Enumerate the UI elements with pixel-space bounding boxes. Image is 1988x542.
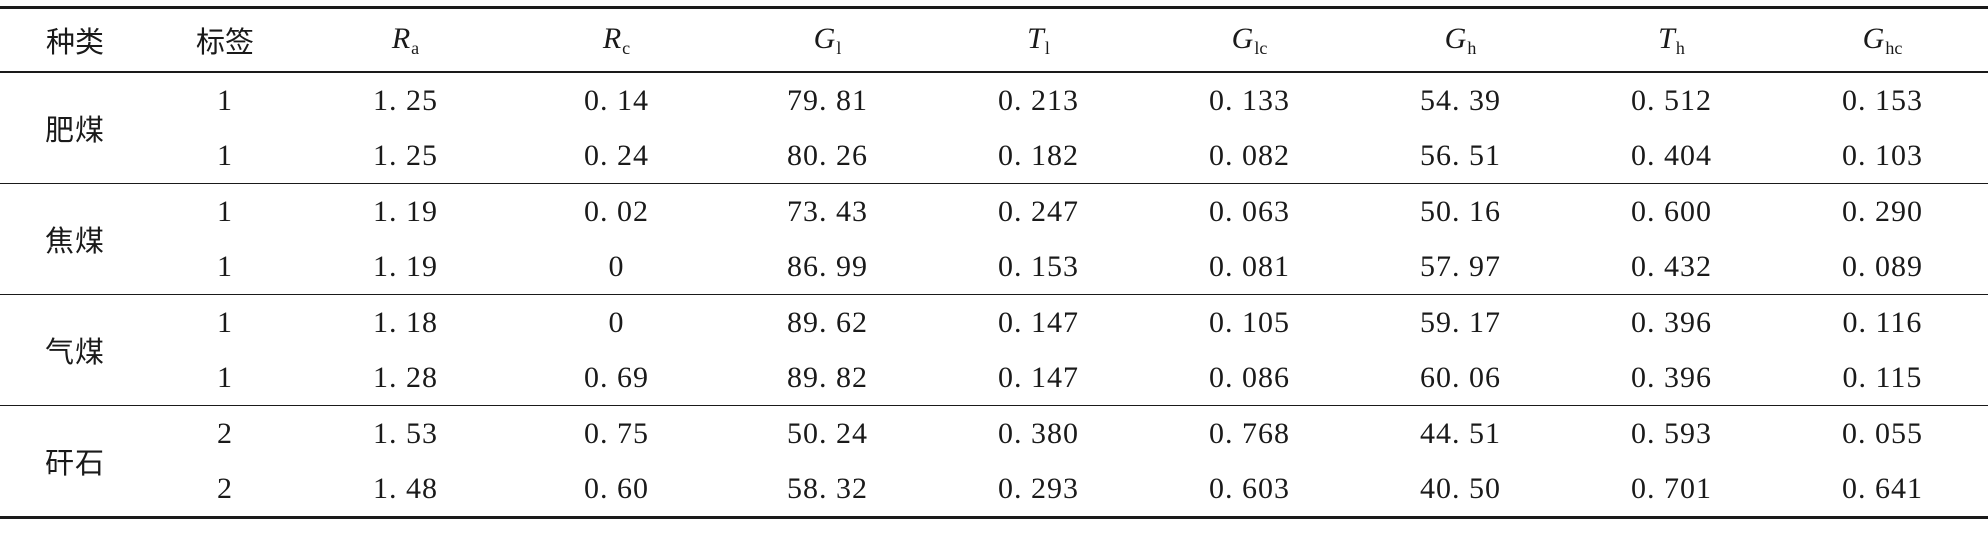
value-cell: 54. 39 <box>1420 83 1501 117</box>
value-cell: 89. 62 <box>787 305 868 339</box>
value-cell: 0. 133 <box>1209 83 1290 117</box>
kind-cell: 焦煤 <box>0 183 150 295</box>
value-cell: 56. 51 <box>1355 128 1566 184</box>
label-cell: 1 <box>150 350 300 406</box>
value-cell: 0. 380 <box>998 416 1079 450</box>
value-cell: 0. 153 <box>933 239 1144 295</box>
value-cell: 0. 641 <box>1777 461 1988 519</box>
value-cell: 0. 02 <box>584 194 649 228</box>
label-cell: 1 <box>150 128 300 184</box>
header-gl: Gl <box>722 6 933 73</box>
value-cell: 0. 116 <box>1842 305 1923 339</box>
value-cell: 0. 055 <box>1842 416 1923 450</box>
header-rc: Rc <box>511 6 722 73</box>
header-label: 标签 <box>150 6 300 73</box>
table-body: 肥煤 1 1. 25 0. 14 79. 81 0. 213 0. 133 54. 39 0. … <box>0 72 1988 519</box>
value-cell: 0. 213 <box>998 83 1079 117</box>
label-cell: 1 <box>217 305 233 339</box>
kind-cell: 肥煤 <box>0 72 150 184</box>
header-th: Th <box>1566 6 1777 73</box>
kind-cell: 矸石 <box>0 405 150 519</box>
value-cell: 0. 089 <box>1777 239 1988 295</box>
value-cell: 89. 82 <box>722 350 933 406</box>
label-cell: 1 <box>217 194 233 228</box>
value-cell: 0. 182 <box>933 128 1144 184</box>
label-cell: 1 <box>150 239 300 295</box>
value-cell: 0. 512 <box>1631 83 1712 117</box>
value-cell: 0 <box>608 305 625 339</box>
value-cell: 0. 404 <box>1566 128 1777 184</box>
label-cell: 1 <box>217 83 233 117</box>
value-cell: 0. 105 <box>1209 305 1290 339</box>
value-cell: 1. 19 <box>300 239 511 295</box>
value-cell: 0. 60 <box>511 461 722 519</box>
value-cell: 59. 17 <box>1420 305 1501 339</box>
value-cell: 1. 53 <box>373 416 438 450</box>
table-row: 肥煤 1 1. 25 0. 14 79. 81 0. 213 0. 133 54. 39 0. … <box>0 72 1988 184</box>
value-cell: 0. 701 <box>1566 461 1777 519</box>
header-gh: Gh <box>1355 6 1566 73</box>
value-cell: 1. 48 <box>300 461 511 519</box>
value-cell: 73. 43 <box>787 194 868 228</box>
table-row: 气煤 1 1. 18 0 89. 62 0. 147 0. 105 59. 17 0. 396 0… <box>0 294 1988 406</box>
value-cell: 0. 768 <box>1209 416 1290 450</box>
value-cell: 0. 396 <box>1566 350 1777 406</box>
value-cell: 0. 247 <box>998 194 1079 228</box>
value-cell: 0. 115 <box>1777 350 1988 406</box>
value-cell: 0. 063 <box>1209 194 1290 228</box>
header-glc: Glc <box>1144 6 1355 73</box>
table-header: 种类 标签 Ra Rc Gl Tl Glc Gh Th Ghc <box>0 6 1988 73</box>
value-cell: 0. 081 <box>1144 239 1355 295</box>
label-cell: 2 <box>150 461 300 519</box>
value-cell: 1. 25 <box>300 128 511 184</box>
value-cell: 0. 103 <box>1777 128 1988 184</box>
value-cell: 1. 28 <box>300 350 511 406</box>
value-cell: 0 <box>511 239 722 295</box>
header-kind: 种类 <box>0 6 150 73</box>
table-row: 2 1. 48 0. 60 58. 32 0. 293 0. 603 40. 50 0. 70… <box>0 461 1988 519</box>
table-row: 焦煤 1 1. 19 0. 02 73. 43 0. 247 0. 063 50. 16 0. … <box>0 183 1988 295</box>
value-cell: 0. 396 <box>1631 305 1712 339</box>
table-row: 1 1. 19 0 86. 99 0. 153 0. 081 57. 97 0. 432 0. … <box>0 239 1988 295</box>
header-tl: Tl <box>933 6 1144 73</box>
value-cell: 1. 19 <box>373 194 438 228</box>
table-row: 矸石 2 1. 53 0. 75 50. 24 0. 380 0. 768 44. 51 0. … <box>0 405 1988 519</box>
value-cell: 50. 16 <box>1420 194 1501 228</box>
value-cell: 0. 603 <box>1144 461 1355 519</box>
value-cell: 60. 06 <box>1355 350 1566 406</box>
table-row: 1 1. 28 0. 69 89. 82 0. 147 0. 086 60. 06 0. 39… <box>0 350 1988 406</box>
value-cell: 0. 147 <box>998 305 1079 339</box>
value-cell: 50. 24 <box>787 416 868 450</box>
table-row: 1 1. 25 0. 24 80. 26 0. 182 0. 082 56. 51 0. 40… <box>0 128 1988 184</box>
value-cell: 0. 086 <box>1144 350 1355 406</box>
label-cell: 2 <box>217 416 233 450</box>
value-cell: 0. 432 <box>1566 239 1777 295</box>
value-cell: 0. 147 <box>933 350 1144 406</box>
value-cell: 1. 25 <box>373 83 438 117</box>
value-cell: 1. 18 <box>373 305 438 339</box>
value-cell: 0. 24 <box>511 128 722 184</box>
value-cell: 58. 32 <box>722 461 933 519</box>
value-cell: 40. 50 <box>1355 461 1566 519</box>
value-cell: 0. 293 <box>933 461 1144 519</box>
value-cell: 0. 14 <box>584 83 649 117</box>
value-cell: 0. 153 <box>1842 83 1923 117</box>
value-cell: 80. 26 <box>722 128 933 184</box>
kind-cell: 气煤 <box>0 294 150 406</box>
value-cell: 0. 290 <box>1842 194 1923 228</box>
value-cell: 0. 600 <box>1631 194 1712 228</box>
value-cell: 0. 69 <box>511 350 722 406</box>
value-cell: 0. 75 <box>584 416 649 450</box>
header-ra: Ra <box>300 6 511 73</box>
header-ghc: Ghc <box>1777 6 1988 73</box>
data-table: 种类 标签 Ra Rc Gl Tl Glc Gh Th Ghc 肥煤 1 1. 25… <box>0 6 1988 519</box>
value-cell: 0. 082 <box>1144 128 1355 184</box>
value-cell: 86. 99 <box>722 239 933 295</box>
value-cell: 0. 593 <box>1631 416 1712 450</box>
value-cell: 57. 97 <box>1355 239 1566 295</box>
value-cell: 44. 51 <box>1420 416 1501 450</box>
value-cell: 79. 81 <box>787 83 868 117</box>
header-row: 种类 标签 Ra Rc Gl Tl Glc Gh Th Ghc <box>0 6 1988 73</box>
